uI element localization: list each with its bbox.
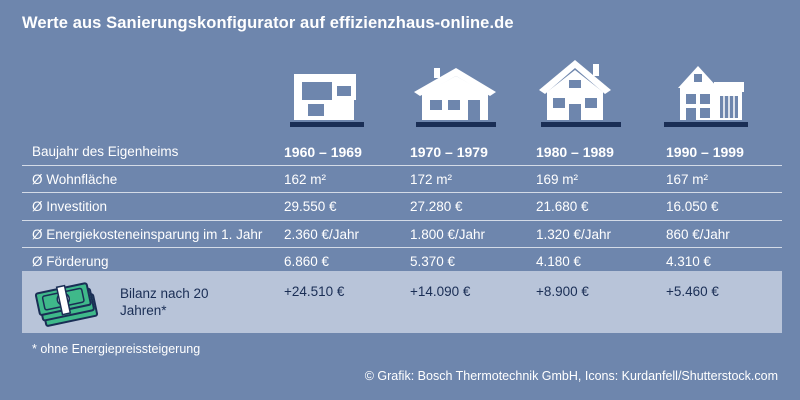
table-cell: 21.680 €	[536, 199, 589, 214]
bilanz-value: +5.460 €	[666, 284, 719, 299]
bilanz-label: Bilanz nach 20 Jahren*	[120, 286, 209, 318]
table-cell: 2.360 €/Jahr	[284, 226, 360, 242]
table-row: Ø Investition 29.550 € 27.280 € 21.680 €…	[22, 193, 782, 221]
bilanz-value: +8.900 €	[536, 284, 589, 299]
table-cell: 29.550 €	[284, 199, 337, 214]
footnote: * ohne Energiepreissteigerung	[32, 342, 201, 356]
table-cell: 172 m²	[410, 171, 453, 187]
table-cell: 162 m²	[284, 171, 327, 187]
table-cell: 1.800 €/Jahr	[410, 226, 486, 242]
table-cell: 860 €/Jahr	[666, 226, 730, 242]
money-stack-icon	[34, 277, 104, 327]
page-title: Werte aus Sanierungskonfigurator auf eff…	[22, 14, 514, 32]
bungalow-house-icon	[410, 60, 500, 128]
table-cell: 169 m²	[536, 171, 579, 187]
image-credit: © Grafik: Bosch Thermotechnik GmbH, Icon…	[364, 369, 778, 383]
table-cell: 1.320 €/Jahr	[536, 226, 612, 242]
table-cell: 167 m²	[666, 171, 709, 187]
column-header: 1990 – 1999	[666, 144, 744, 160]
column-header: 1960 – 1969	[284, 144, 362, 160]
table-row: Ø Wohnfläche 162 m² 172 m² 169 m² 167 m²	[22, 166, 782, 193]
bilanz-row: Bilanz nach 20 Jahren* +24.510 € +14.090…	[22, 271, 782, 333]
table-cell: 16.050 €	[666, 199, 719, 214]
row-label: Ø Wohnfläche	[32, 171, 118, 187]
table-row: Ø Energiekosteneinsparung im 1. Jahr 2.3…	[22, 221, 782, 248]
table-cell: 4.180 €	[536, 254, 582, 269]
table-cell: 5.370 €	[410, 254, 456, 269]
row-label: Ø Förderung	[32, 254, 109, 269]
table-header-row: Baujahr des Eigenheims 1960 – 1969 1970 …	[22, 138, 782, 166]
table-cell: 6.860 €	[284, 254, 330, 269]
column-header: 1970 – 1979	[410, 144, 488, 160]
bilanz-value: +14.090 €	[410, 284, 471, 299]
header-label: Baujahr des Eigenheims	[32, 144, 179, 159]
comparison-table: Baujahr des Eigenheims 1960 – 1969 1970 …	[22, 138, 782, 276]
row-label: Ø Energiekosteneinsparung im 1. Jahr	[32, 226, 263, 242]
gabled-house-icon	[660, 60, 750, 128]
row-label: Ø Investition	[32, 199, 108, 214]
bilanz-value: +24.510 €	[284, 284, 345, 299]
modern-house-icon	[282, 60, 372, 128]
two-story-house-icon	[535, 60, 625, 128]
column-header: 1980 – 1989	[536, 144, 614, 160]
table-cell: 27.280 €	[410, 199, 463, 214]
table-cell: 4.310 €	[666, 254, 712, 269]
